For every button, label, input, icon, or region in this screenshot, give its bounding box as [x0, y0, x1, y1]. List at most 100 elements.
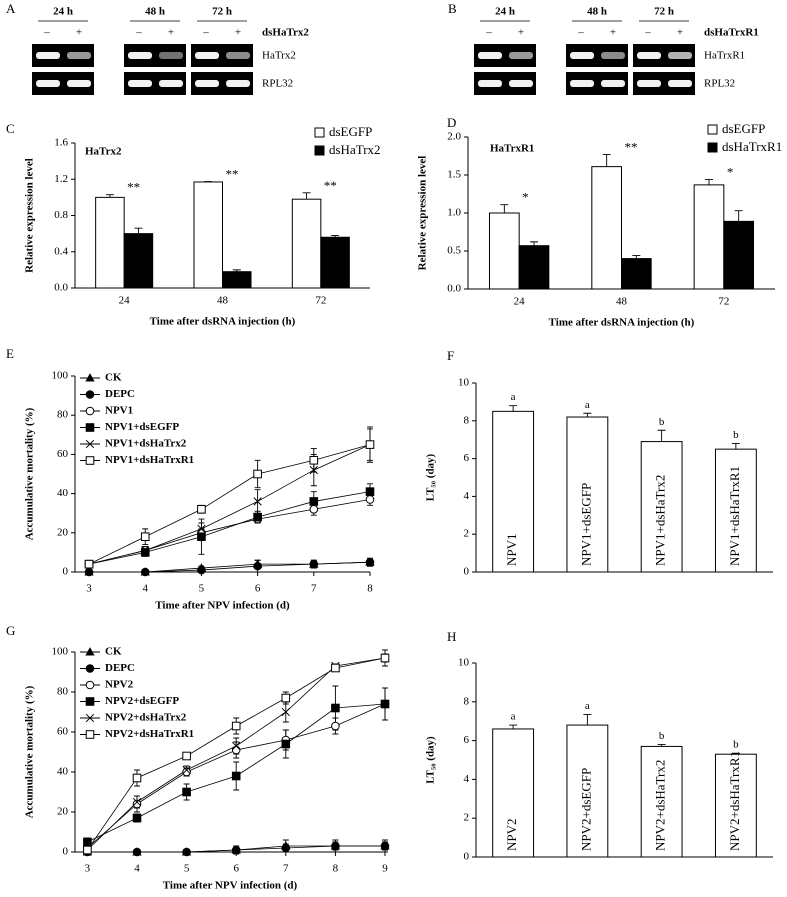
marker — [132, 813, 142, 823]
treatment-label: dsHaTrxR1 — [704, 27, 759, 39]
gel-band — [195, 52, 219, 59]
legend-marker — [85, 406, 95, 416]
legend-label: NPV2+dsHaTrx2 — [105, 712, 187, 724]
y-axis-label: Accumulative mortality (%) — [24, 685, 36, 818]
panel-label: H — [447, 629, 456, 644]
legend-swatch — [707, 142, 718, 153]
bar — [621, 258, 652, 290]
y-tick-label: 0.0 — [54, 282, 68, 294]
significance: ** — [127, 180, 140, 195]
legend-swatch — [707, 124, 718, 135]
marker — [281, 843, 291, 853]
marker — [309, 559, 319, 569]
y-tick-label: 20 — [57, 806, 69, 818]
chart-title: HaTrx2 — [85, 146, 122, 158]
marker — [182, 787, 191, 797]
legend-label: CK — [105, 646, 122, 658]
bar — [714, 753, 757, 858]
marker — [380, 653, 390, 663]
category-label: NPV1 — [504, 533, 519, 566]
gel-box — [124, 72, 186, 95]
y-tick-label: 8 — [464, 695, 470, 707]
marker — [83, 837, 92, 847]
category-label: NPV1+dsHaTrxR1 — [727, 466, 742, 566]
legend-label: NPV1 — [105, 405, 133, 417]
category-label: NPV2 — [504, 818, 519, 851]
marker — [231, 745, 241, 755]
y-tick-label: 0 — [63, 846, 69, 858]
significance: ** — [625, 139, 638, 154]
error-bar — [509, 405, 518, 412]
gel-band — [478, 52, 502, 59]
error-bar — [509, 724, 518, 729]
gel-band — [226, 52, 250, 59]
sign: – — [577, 27, 584, 39]
legend-marker — [85, 423, 95, 432]
sign: + — [677, 27, 683, 39]
band-label: RPL32 — [262, 78, 293, 90]
error-bar — [731, 443, 740, 450]
marker — [182, 847, 191, 857]
y-tick-label: 1.6 — [54, 137, 68, 149]
marker — [331, 721, 340, 731]
gel-band — [67, 52, 91, 59]
legend-marker — [85, 713, 95, 723]
bar — [566, 724, 609, 858]
gel-box — [566, 72, 628, 95]
x-tick-label: 48 — [217, 295, 229, 307]
marker — [84, 567, 94, 577]
marker — [84, 559, 94, 569]
bar — [640, 745, 683, 858]
error-bar — [232, 269, 241, 272]
x-axis-label: Time after NPV infection (d) — [155, 600, 290, 612]
legend-marker — [85, 373, 95, 382]
marker — [231, 771, 241, 781]
chart-title: HaTrxR1 — [490, 143, 534, 155]
sign: + — [518, 27, 524, 39]
marker — [309, 465, 318, 475]
x-tick-label: 3 — [85, 863, 91, 875]
marker — [231, 845, 241, 855]
category-label: NPV1+dsHaTrx2 — [653, 475, 668, 566]
legend-marker — [85, 439, 95, 449]
legend-label: NPV1+dsHaTrxR1 — [105, 454, 194, 466]
marker — [365, 440, 375, 449]
marker — [132, 799, 142, 809]
treatment-label: dsHaTrx2 — [262, 27, 309, 39]
gel-box — [32, 72, 94, 95]
y-axis-label: Relative expression level — [24, 158, 36, 273]
x-axis-label: Time after dsRNA injection (h) — [549, 317, 695, 329]
gel-box — [32, 44, 94, 67]
marker — [309, 504, 319, 514]
y-tick-label: 40 — [57, 766, 69, 778]
marker — [197, 524, 206, 534]
band-label: HaTrxR1 — [704, 50, 745, 62]
legend-label: CK — [105, 372, 122, 384]
bar — [320, 236, 350, 289]
bar — [291, 198, 322, 289]
marker — [331, 703, 340, 713]
legend-marker — [85, 697, 95, 706]
marker — [380, 699, 390, 709]
category-label: NPV2+dsEGFP — [578, 768, 593, 851]
y-tick-label: 10 — [458, 377, 470, 389]
y-tick-label: 0 — [464, 566, 470, 578]
gel-band — [226, 80, 250, 87]
marker — [309, 497, 319, 506]
y-tick-label: 0.4 — [54, 245, 68, 257]
sign: – — [135, 27, 142, 39]
gel-band — [570, 80, 594, 87]
marker — [253, 497, 262, 506]
time-label: 48 h — [145, 6, 165, 18]
legend-marker — [85, 647, 95, 656]
marker — [182, 751, 191, 761]
legend-label: DEPC — [105, 388, 135, 400]
bar — [591, 166, 622, 290]
marker — [140, 567, 150, 577]
x-tick-label: 6 — [233, 863, 239, 875]
y-tick-label: 80 — [57, 409, 69, 421]
sign: – — [43, 27, 50, 39]
error-bar — [331, 234, 340, 238]
significance-letter: b — [733, 739, 739, 751]
